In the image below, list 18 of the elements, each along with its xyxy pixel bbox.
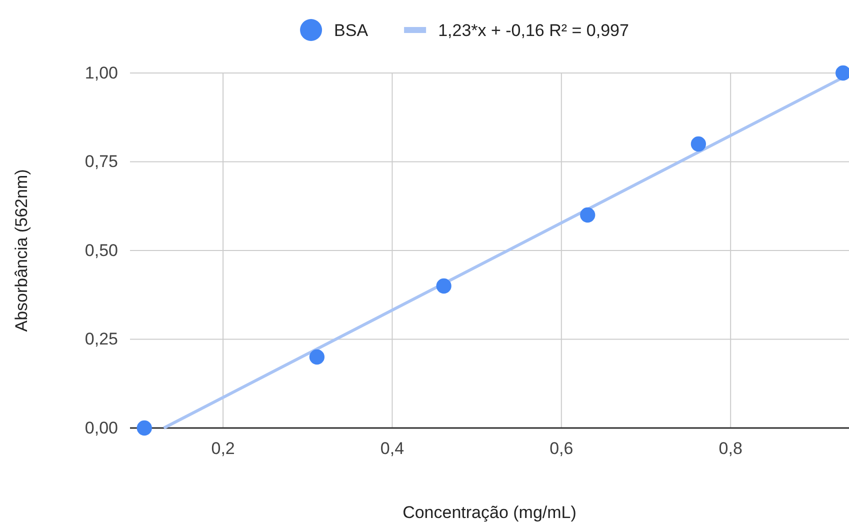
point <box>309 349 325 365</box>
point <box>580 207 596 223</box>
y-tick-label: 1,00 <box>84 63 118 82</box>
x-tick-label: 0,6 <box>550 439 574 458</box>
x-tick-label: 0,8 <box>718 439 742 458</box>
point <box>136 420 152 436</box>
x-tick-label: 0,4 <box>380 439 404 458</box>
y-axis-title: Absorbância (562nm) <box>12 169 31 332</box>
x-tick-label: 0,2 <box>211 439 235 458</box>
y-tick-label: 0,75 <box>84 152 118 172</box>
legend-label: BSA <box>334 21 369 40</box>
point <box>436 278 452 294</box>
x-axis-title: Concentração (mg/mL) <box>402 503 576 522</box>
y-tick-label: 0,50 <box>84 240 118 260</box>
y-tick-label: 0,00 <box>84 418 118 438</box>
y-tick-label: 0,25 <box>84 330 118 349</box>
point <box>690 136 706 152</box>
legend-label: 1,23*x + -0,16 R² = 0,997 <box>438 21 629 40</box>
